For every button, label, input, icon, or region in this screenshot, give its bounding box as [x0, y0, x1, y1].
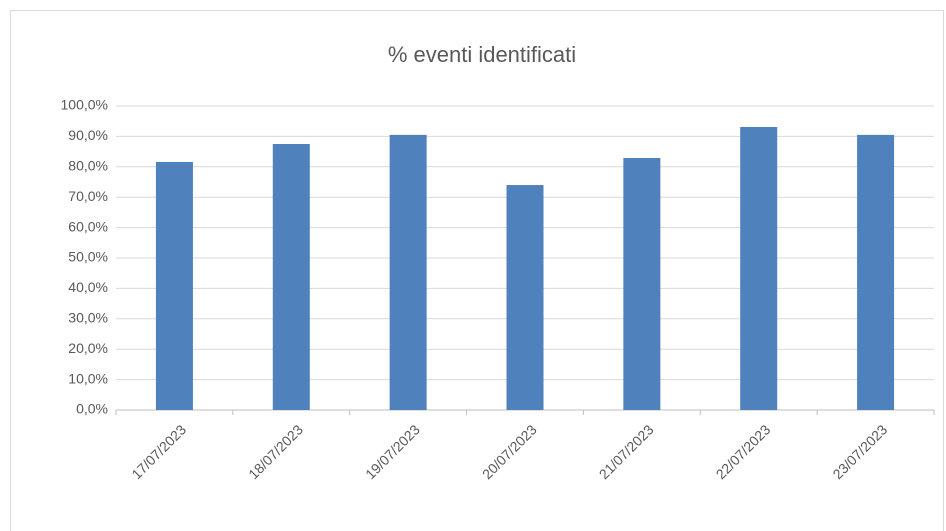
y-tick-label: 60,0%: [68, 218, 108, 234]
y-tick-label: 90,0%: [68, 127, 108, 143]
bar: [740, 126, 778, 410]
y-tick-label: 0,0%: [76, 401, 108, 417]
bar: [155, 161, 193, 410]
bar: [623, 157, 661, 410]
y-tick-label: 30,0%: [68, 310, 108, 326]
bar: [272, 144, 310, 410]
y-tick-label: 70,0%: [68, 188, 108, 204]
y-tick-label: 10,0%: [68, 370, 108, 386]
y-tick-label: 20,0%: [68, 340, 108, 356]
bar: [506, 185, 544, 410]
bar: [857, 134, 895, 410]
chart-title: % eventi identificati: [388, 42, 576, 67]
y-tick-label: 50,0%: [68, 249, 108, 265]
y-tick-label: 80,0%: [68, 158, 108, 174]
y-tick-label: 40,0%: [68, 279, 108, 295]
y-tick-label: 100,0%: [61, 97, 108, 113]
bar: [389, 134, 427, 410]
